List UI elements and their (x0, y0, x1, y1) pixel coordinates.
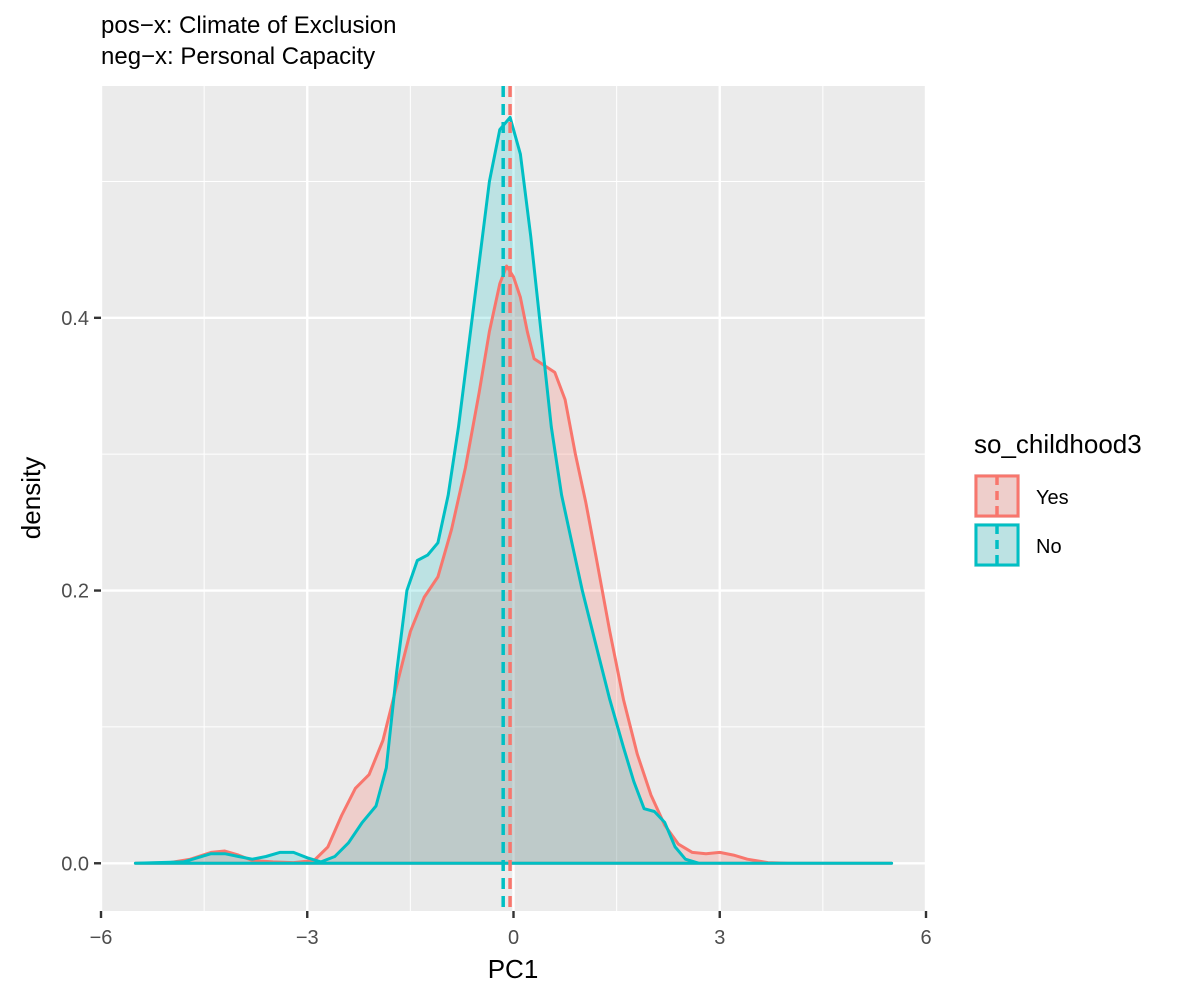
x-tick-label: 3 (714, 927, 725, 949)
major-gridlines (99, 86, 928, 911)
density-line-no (133, 115, 894, 865)
x-tick-label: −6 (90, 927, 113, 949)
x-tick-label: 6 (920, 927, 931, 949)
chart-title-line-2: neg−x: Personal Capacity (101, 43, 375, 70)
y-axis-title: density (16, 457, 46, 539)
x-tick-label: −3 (296, 927, 319, 949)
chart-title-line-1: pos−x: Climate of Exclusion (101, 12, 396, 39)
y-axis: 0.0 0.2 0.4 (61, 308, 101, 875)
y-tick-label: 0.4 (61, 308, 89, 330)
legend-label-yes: Yes (1036, 487, 1069, 509)
y-tick-label: 0.0 (61, 853, 89, 875)
legend: so_childhood3 Yes No (974, 429, 1142, 567)
mean-lines (501, 86, 512, 911)
y-tick-label: 0.2 (61, 581, 89, 603)
density-area-yes (135, 266, 892, 864)
x-tick-label: 0 (508, 927, 519, 949)
x-axis-title: PC1 (488, 954, 539, 984)
x-axis: −6 −3 0 3 6 (90, 911, 932, 949)
density-area-no (135, 117, 892, 864)
legend-title: so_childhood3 (974, 429, 1142, 459)
legend-label-no: No (1036, 536, 1062, 558)
density-areas (135, 117, 892, 864)
